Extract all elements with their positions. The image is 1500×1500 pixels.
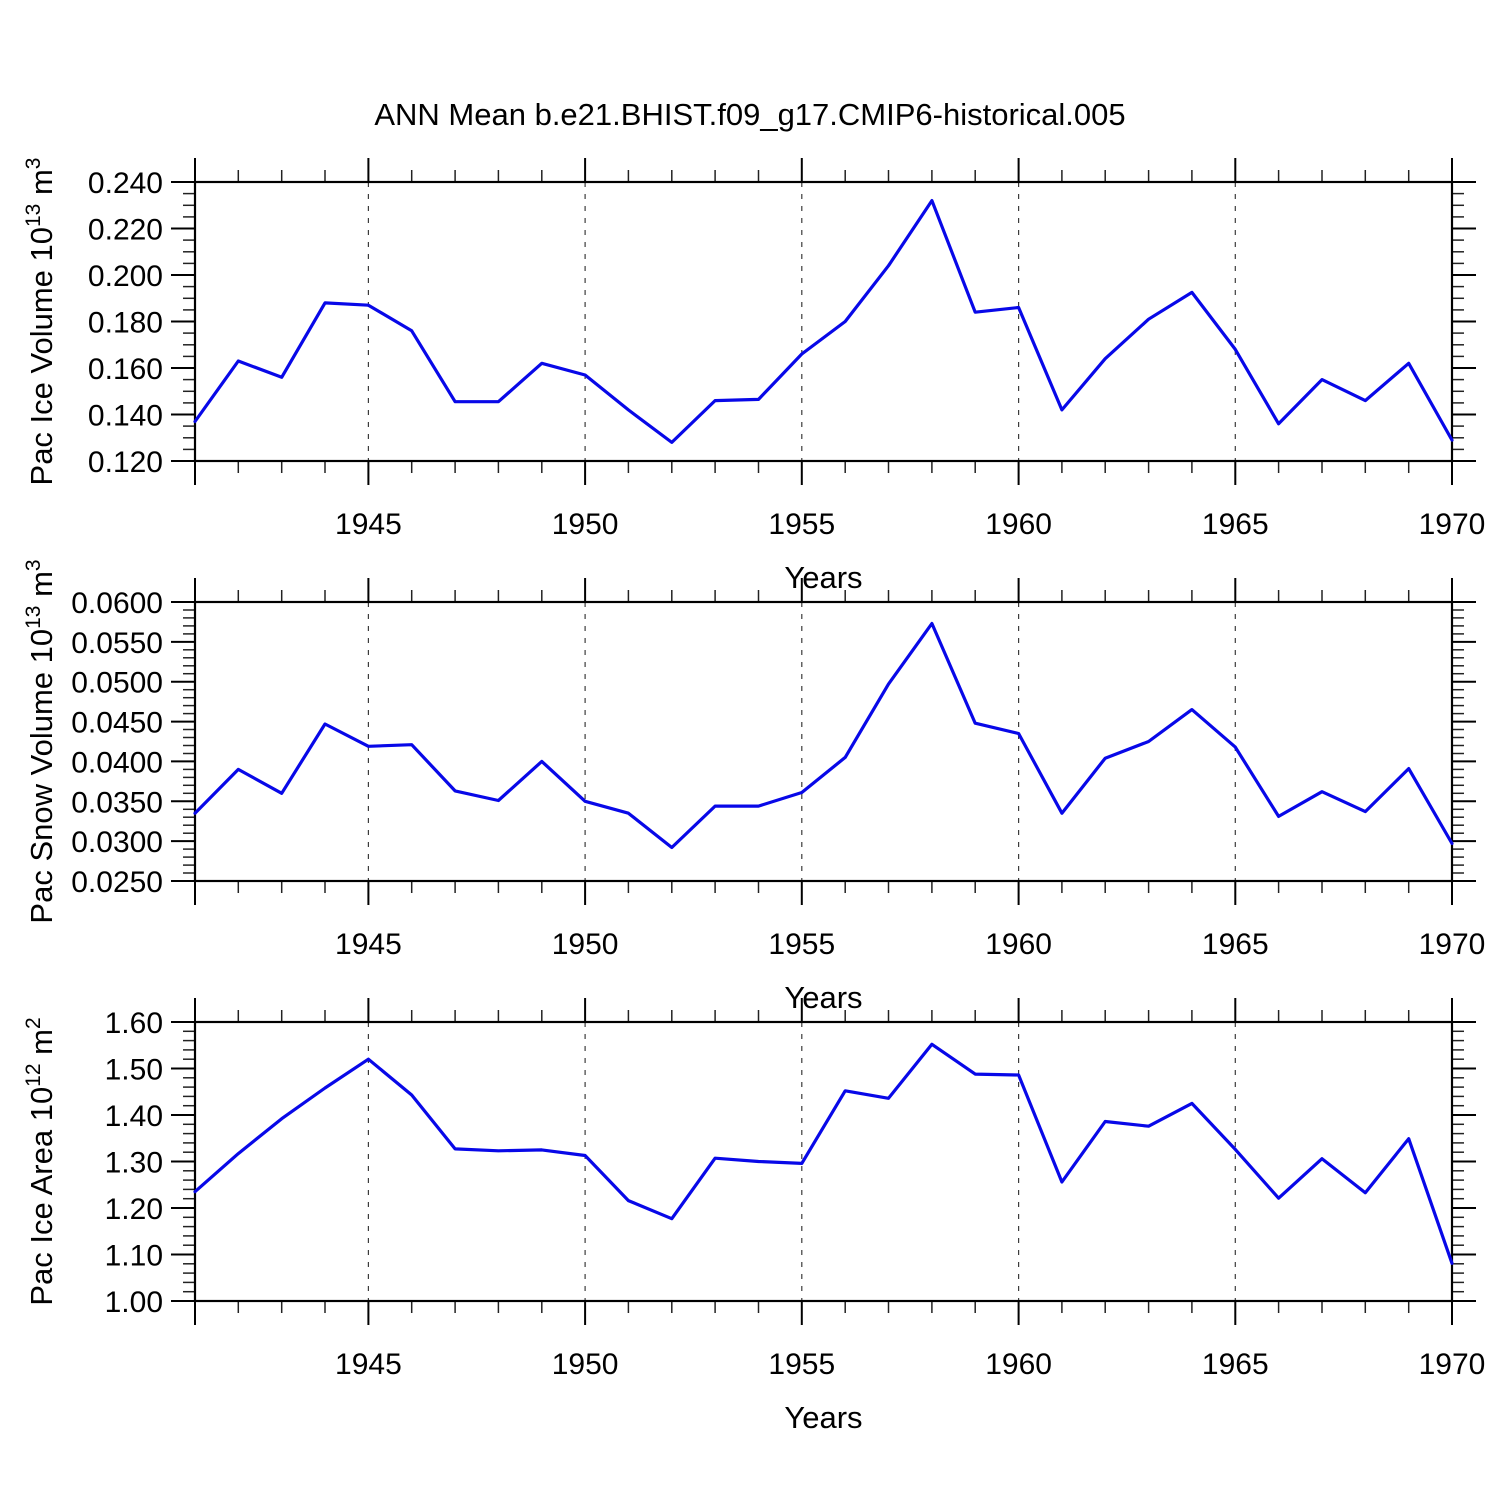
y-tick-label: 0.160 [88,353,163,386]
y-tick-label: 0.0250 [71,866,163,899]
x-axis-title: Years [784,560,862,595]
y-axis-title: Pac Ice Volume 1013 m3 [22,158,59,486]
x-tick-label: 1945 [335,1348,402,1381]
y-tick-label: 0.220 [88,214,163,247]
x-tick-label: 1965 [1202,508,1269,541]
data-line [193,1042,1454,1265]
data-line [193,621,1454,850]
chart-title: ANN Mean b.e21.BHIST.f09_g17.CMIP6-histo… [374,97,1126,132]
x-tick-label: 1945 [335,928,402,961]
y-tick-label: 0.0600 [71,587,163,620]
y-tick-label: 1.10 [105,1240,163,1273]
y-tick-label: 1.60 [105,1007,163,1040]
x-tick-label: 1970 [1419,928,1486,961]
x-tick-label: 1950 [552,928,619,961]
y-tick-label: 0.180 [88,307,163,340]
y-tick-label: 0.200 [88,260,163,293]
x-tick-label: 1960 [985,508,1052,541]
y-tick-label: 1.40 [105,1100,163,1133]
x-tick-label: 1960 [985,928,1052,961]
y-tick-label: 0.0400 [71,746,163,779]
y-tick-label: 0.0300 [71,826,163,859]
y-tick-label: 0.120 [88,446,163,479]
pac-ice-volume-chart: 0.120 0.140 0.160 0.180 0.200 0.220 0.240 1945 1… [22,158,1486,595]
x-tick-label: 1965 [1202,1348,1269,1381]
y-tick-label: 0.0550 [71,627,163,660]
y-tick-label: 1.20 [105,1193,163,1226]
y-axis-title: Pac Ice Area 1012 m2 [22,1017,59,1305]
plot-frame [193,1020,1454,1303]
y-tick-label: 0.0350 [71,786,163,819]
x-axis-title: Years [784,980,862,1015]
plot-frame [193,600,1454,883]
x-tick-label: 1955 [768,928,835,961]
data-line [193,198,1454,444]
y-tick-label: 0.140 [88,400,163,433]
x-axis-title: Years [784,1400,862,1435]
x-tick-label: 1965 [1202,928,1269,961]
pac-snow-volume-chart: 0.0250 0.0300 0.0350 0.0400 0.0450 0.0500 0.05… [22,559,1486,1015]
x-tick-label: 1955 [768,508,835,541]
y-tick-label: 1.50 [105,1054,163,1087]
y-axis-title: Pac Snow Volume 1013 m3 [22,559,59,923]
x-tick-label: 1950 [552,1348,619,1381]
x-tick-label: 1950 [552,508,619,541]
x-tick-label: 1955 [768,1348,835,1381]
x-tick-label: 1945 [335,508,402,541]
y-tick-label: 0.240 [88,167,163,200]
plot-frame [193,180,1454,463]
pac-ice-area-chart: 1.00 1.10 1.20 1.30 1.40 1.50 1.60 1945 1950 1955… [22,998,1486,1435]
y-tick-label: 1.30 [105,1147,163,1180]
x-tick-label: 1970 [1419,1348,1486,1381]
x-tick-label: 1960 [985,1348,1052,1381]
x-tick-label: 1970 [1419,508,1486,541]
y-tick-label: 0.0450 [71,707,163,740]
y-tick-label: 1.00 [105,1286,163,1319]
y-tick-label: 0.0500 [71,667,163,700]
